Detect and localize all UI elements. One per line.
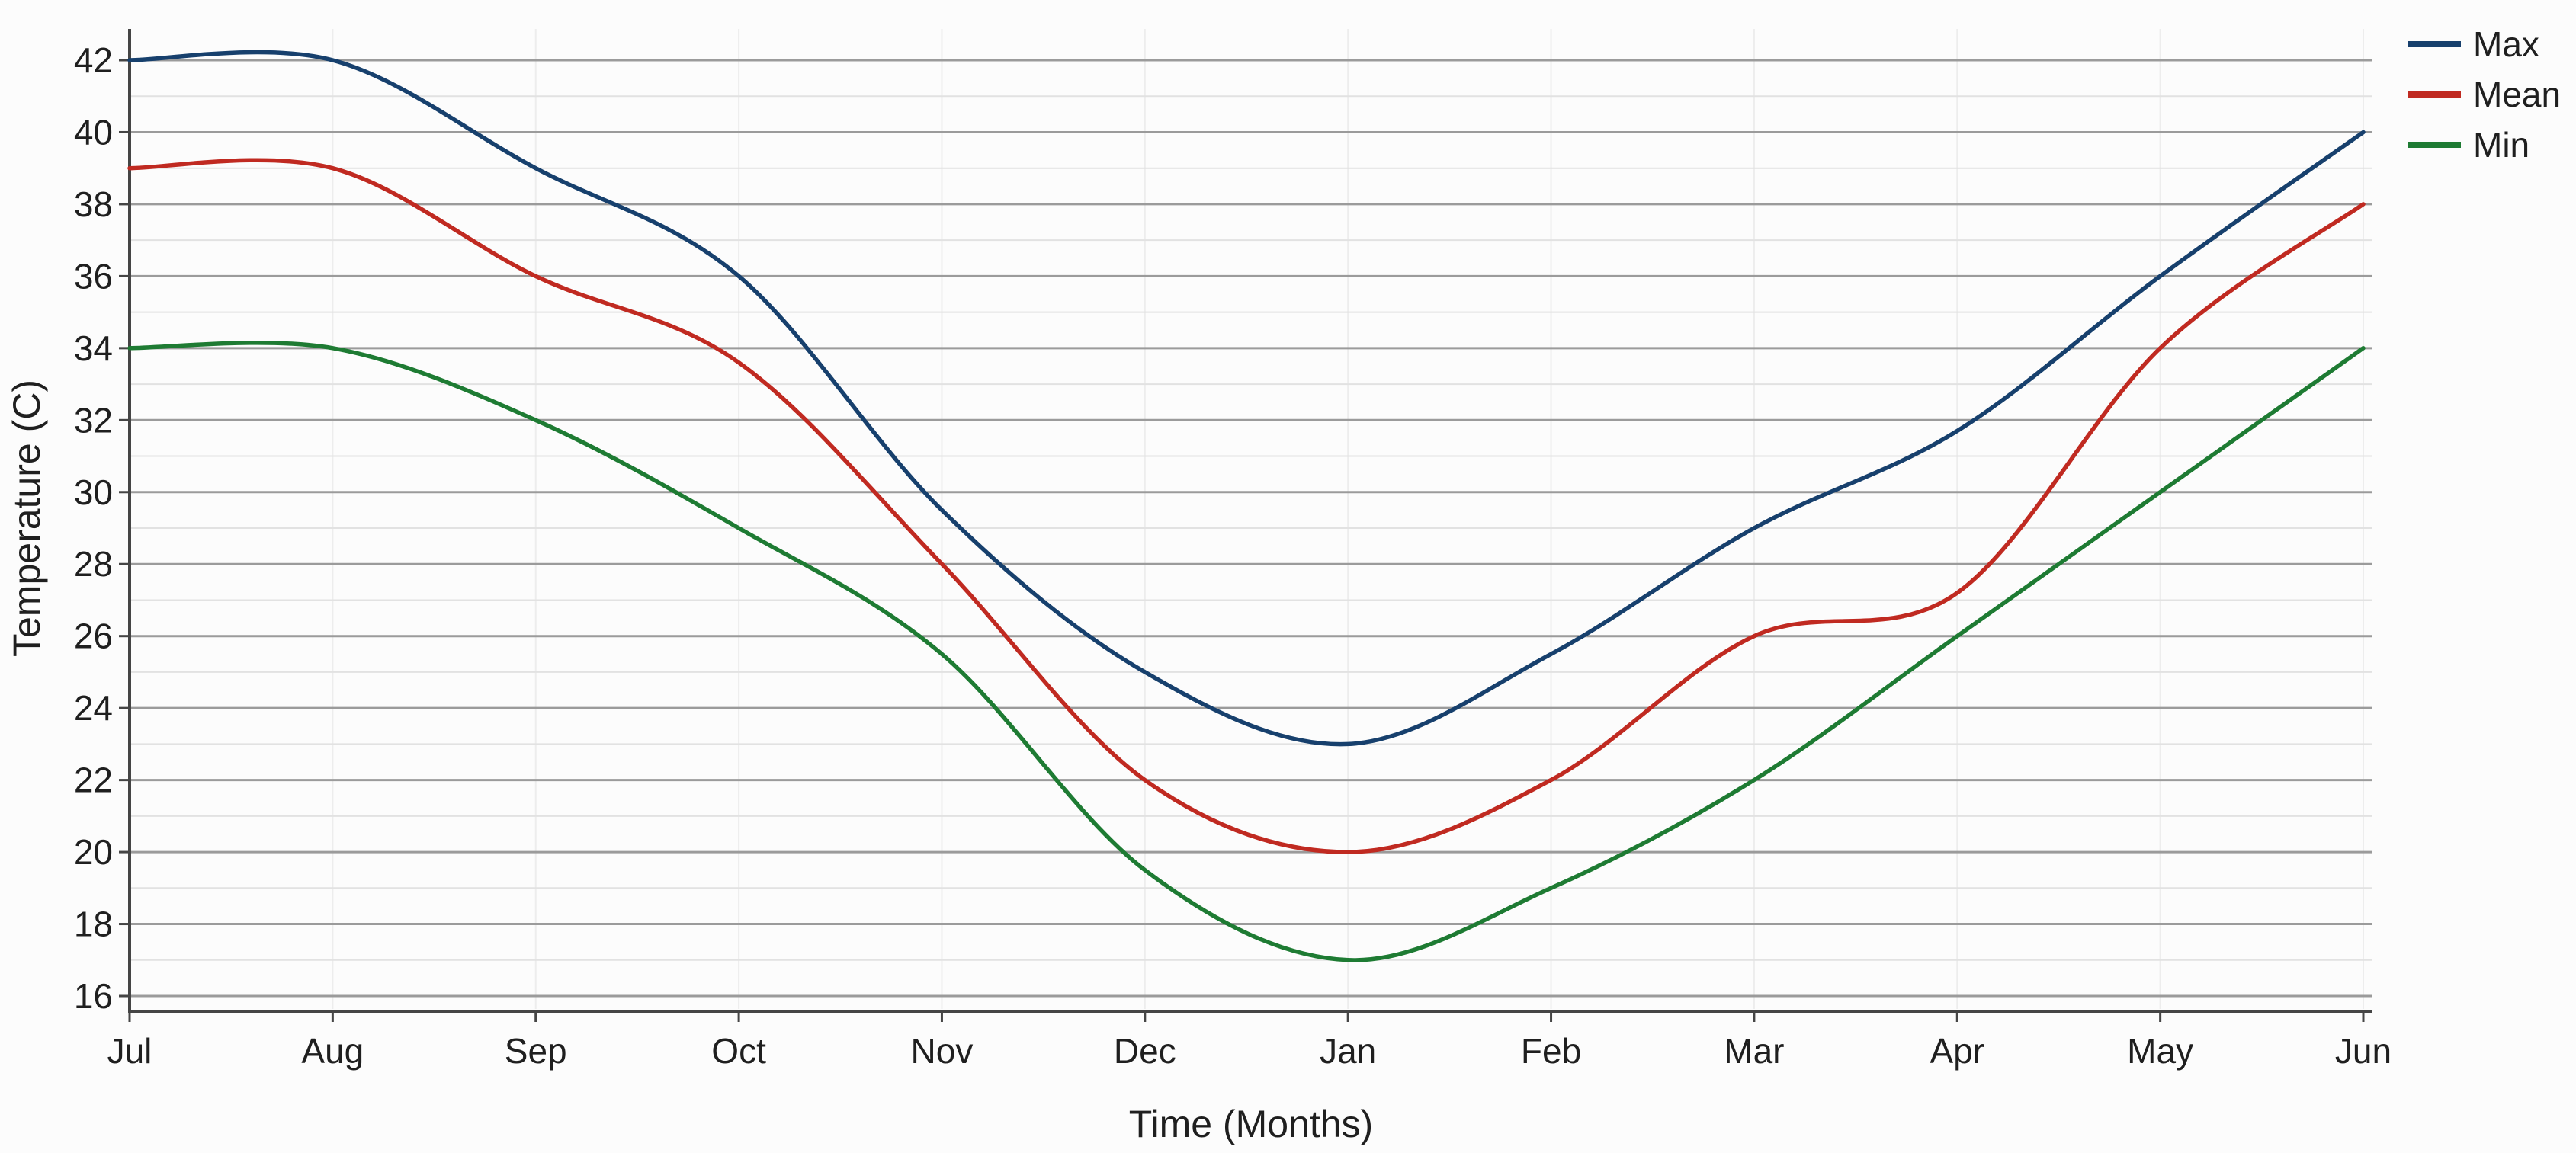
legend-label-max: Max	[2473, 24, 2539, 64]
x-tick-label: Sep	[505, 1031, 567, 1071]
y-tick-label: 32	[74, 400, 113, 440]
x-tick-label: Jan	[1320, 1031, 1376, 1071]
y-tick-label: 34	[74, 328, 113, 368]
x-tick-label: Nov	[911, 1031, 974, 1071]
y-tick-label: 20	[74, 832, 113, 872]
axis-tick-labels: 16 18 20 22 24 26 28 30 32 34 36 38 40 42 Jul Aug Sep Oct…	[74, 40, 2392, 1071]
x-tick-label: Feb	[1521, 1031, 1581, 1071]
x-tick-label: Apr	[1930, 1031, 1984, 1071]
y-tick-label: 26	[74, 617, 113, 656]
series-lines	[127, 50, 2366, 962]
y-tick-label: 36	[74, 256, 113, 296]
x-tick-label: Jul	[107, 1031, 152, 1071]
gridlines	[130, 29, 2372, 1009]
x-axis-title: Time (Months)	[1129, 1103, 1373, 1145]
x-tick-label: Mar	[1724, 1031, 1784, 1071]
axes	[119, 29, 2372, 1022]
y-tick-label: 38	[74, 184, 113, 224]
series-line-min	[127, 341, 2366, 962]
y-tick-label: 42	[74, 40, 113, 80]
x-tick-label: Aug	[301, 1031, 364, 1071]
x-tick-label: Dec	[1114, 1031, 1176, 1071]
series-line-max	[127, 50, 2366, 747]
x-tick-label: May	[2127, 1031, 2193, 1071]
series-line-mean	[127, 158, 2366, 854]
y-tick-label: 18	[74, 905, 113, 944]
legend-label-min: Min	[2473, 125, 2529, 165]
y-axis-title: Temperature (C)	[5, 380, 48, 657]
x-tick-label: Oct	[711, 1031, 766, 1071]
y-tick-label: 22	[74, 761, 113, 800]
y-tick-label: 30	[74, 472, 113, 512]
x-tick-label: Jun	[2335, 1031, 2392, 1071]
y-tick-label: 28	[74, 544, 113, 584]
y-tick-label: 40	[74, 112, 113, 152]
y-tick-label: 16	[74, 976, 113, 1016]
y-tick-label: 24	[74, 688, 113, 728]
legend-label-mean: Mean	[2473, 75, 2561, 114]
legend: Max Mean Min	[2408, 24, 2561, 165]
